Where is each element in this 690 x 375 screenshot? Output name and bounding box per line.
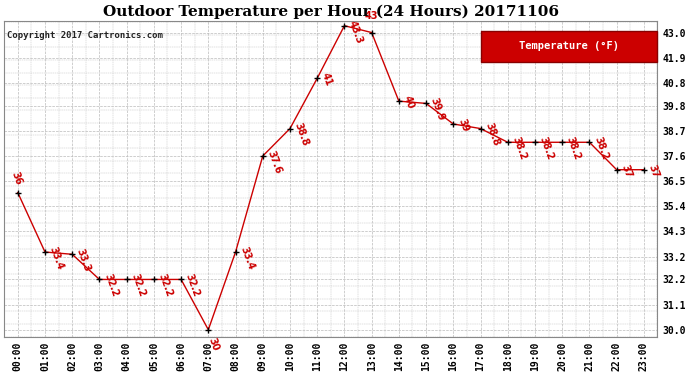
Text: 41: 41 xyxy=(320,71,334,87)
Text: 30: 30 xyxy=(206,336,220,352)
Text: 32.2: 32.2 xyxy=(184,273,201,298)
Text: 39: 39 xyxy=(456,117,470,133)
Text: 32.2: 32.2 xyxy=(130,273,147,298)
Text: 38.2: 38.2 xyxy=(511,135,528,162)
Text: 38.2: 38.2 xyxy=(592,135,610,162)
FancyBboxPatch shape xyxy=(481,31,658,62)
Text: 40: 40 xyxy=(402,94,415,110)
Text: 33.4: 33.4 xyxy=(48,245,66,271)
Text: 38.2: 38.2 xyxy=(565,135,582,162)
Text: 33.4: 33.4 xyxy=(238,245,256,271)
Text: 38.2: 38.2 xyxy=(538,135,555,162)
Text: 37: 37 xyxy=(647,163,660,179)
Text: 43: 43 xyxy=(365,11,378,21)
Text: 32.2: 32.2 xyxy=(157,273,174,298)
Text: 32.2: 32.2 xyxy=(102,273,120,298)
Text: 43.3: 43.3 xyxy=(347,19,365,45)
Text: 37.6: 37.6 xyxy=(266,149,283,175)
Text: 38.8: 38.8 xyxy=(293,122,310,148)
Text: 36: 36 xyxy=(9,171,23,187)
Text: Copyright 2017 Cartronics.com: Copyright 2017 Cartronics.com xyxy=(8,31,164,40)
Text: 37: 37 xyxy=(620,163,633,179)
Text: 38.8: 38.8 xyxy=(483,122,501,148)
Text: Temperature (°F): Temperature (°F) xyxy=(520,41,620,51)
Title: Outdoor Temperature per Hour (24 Hours) 20171106: Outdoor Temperature per Hour (24 Hours) … xyxy=(103,4,559,18)
Text: 33.3: 33.3 xyxy=(75,248,92,273)
Text: 39.9: 39.9 xyxy=(428,97,446,123)
